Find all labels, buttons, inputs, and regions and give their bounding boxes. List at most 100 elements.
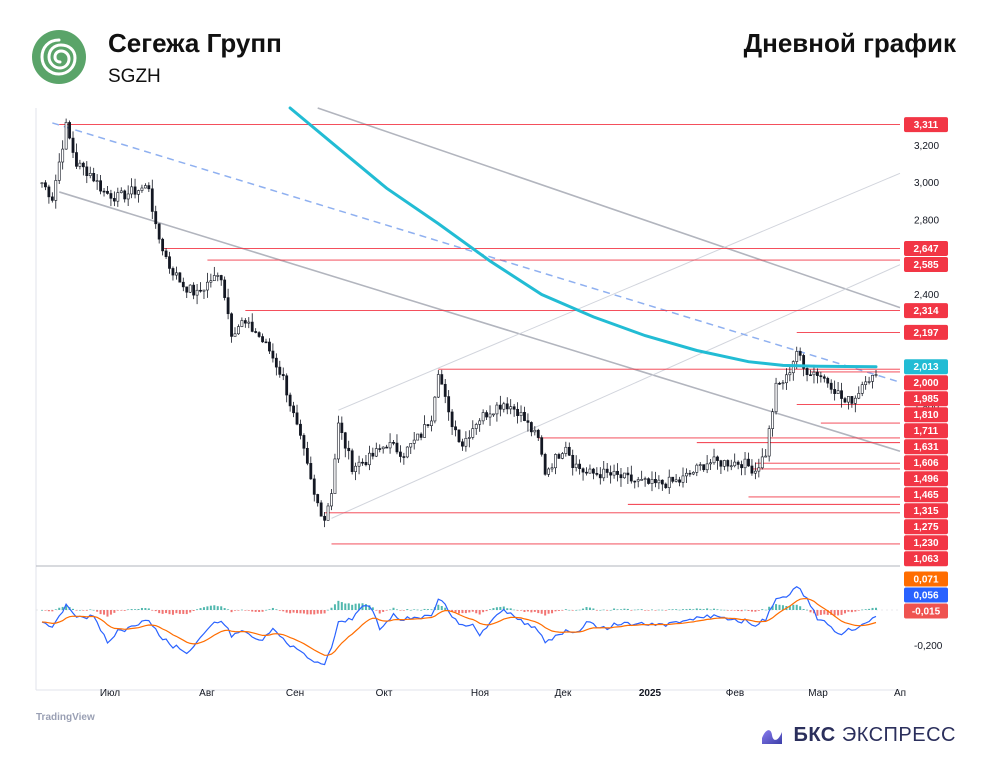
candle	[619, 468, 623, 487]
candle	[633, 480, 637, 489]
candle	[560, 452, 564, 460]
price-badge: 1,315	[904, 503, 948, 519]
price-badge-label: 2,585	[913, 260, 938, 271]
candle-body	[474, 424, 478, 429]
candle	[202, 289, 206, 299]
candle	[585, 467, 588, 476]
price-badge-label: 2,647	[913, 244, 938, 255]
candle-body	[616, 470, 619, 475]
price-badge: 2,585	[904, 256, 948, 272]
candle	[237, 324, 240, 335]
macd-histogram-bar	[192, 610, 195, 611]
candle	[185, 286, 189, 299]
macd-histogram-bar	[713, 608, 716, 610]
candle-body	[257, 332, 261, 337]
candle	[423, 415, 426, 438]
macd-histogram-bar	[292, 610, 295, 613]
candle	[819, 371, 823, 383]
candle-body	[595, 472, 599, 475]
candle-body	[202, 289, 206, 292]
macd-histogram-bar	[464, 610, 467, 614]
candle-body	[519, 411, 523, 416]
candle-body	[154, 211, 158, 225]
price-chart[interactable]: 3,2003,0002,8002,4002,0001,8001,0003,311…	[0, 100, 1000, 705]
candle	[871, 374, 874, 389]
candle-body	[833, 389, 837, 394]
candle-body	[626, 472, 630, 476]
candle	[130, 178, 134, 199]
price-badge: 1,230	[904, 535, 948, 551]
price-badge-bg	[904, 303, 948, 319]
candle	[733, 453, 737, 468]
candle-body	[605, 468, 609, 473]
macd-histogram-bar	[230, 610, 233, 613]
candle-body	[795, 351, 799, 362]
candle-body	[326, 505, 330, 521]
candle-body	[361, 461, 364, 464]
candle	[230, 312, 233, 343]
macd-histogram-bar	[795, 604, 798, 610]
candle-body	[623, 472, 626, 479]
candle-body	[709, 462, 712, 465]
candle-body	[281, 374, 285, 377]
macd-histogram-bar	[468, 610, 471, 613]
macd-badge: 0,071	[904, 571, 948, 587]
candle-body	[323, 515, 326, 521]
candle	[784, 368, 788, 390]
macd-histogram-bar	[526, 610, 529, 612]
candle-body	[195, 289, 199, 296]
candle	[836, 381, 840, 394]
price-badge: 1,985	[904, 391, 948, 407]
logo-circle	[32, 30, 86, 84]
macd-histogram-bar	[495, 607, 498, 610]
candle	[523, 406, 526, 422]
candle-body	[164, 250, 168, 257]
candle	[247, 317, 251, 329]
macd-histogram-bar	[685, 609, 688, 610]
candle-body	[392, 442, 395, 444]
candle	[805, 365, 809, 382]
candle	[564, 441, 568, 457]
candle	[333, 453, 337, 494]
candle-body	[492, 413, 495, 416]
candle-body	[106, 190, 109, 194]
candle-body	[423, 424, 426, 438]
macd-histogram-bar	[840, 610, 843, 615]
macd-histogram-bar	[640, 609, 643, 610]
macd-histogram-bar	[561, 610, 564, 611]
macd-histogram-bar	[761, 609, 764, 610]
candle-body	[505, 403, 509, 410]
candle-body	[695, 464, 699, 473]
price-badge-label: 1,465	[913, 490, 938, 501]
macd-histogram-bar	[606, 610, 609, 611]
x-tick-label: Авг	[199, 688, 215, 699]
candle	[209, 273, 213, 288]
candle-body	[867, 381, 871, 383]
macd-histogram-bar	[619, 609, 622, 610]
macd-histogram-bar	[551, 610, 554, 614]
candle-body	[230, 313, 233, 337]
candle	[853, 395, 857, 413]
candle	[543, 452, 547, 476]
macd-histogram-bar	[337, 600, 340, 610]
candle-body	[557, 454, 561, 459]
candle	[78, 159, 82, 170]
macd-histogram-bar	[65, 604, 68, 610]
candle	[443, 379, 447, 404]
macd-histogram-bar	[502, 606, 505, 610]
candle	[729, 459, 733, 471]
brand-part1: БКС	[793, 723, 836, 746]
macd-histogram-bar	[413, 609, 416, 610]
macd-histogram-bar	[58, 607, 61, 610]
candle-body	[481, 412, 485, 422]
macd-histogram-bar	[626, 608, 629, 610]
macd-histogram-bar	[340, 602, 343, 610]
macd-histogram-bar	[354, 603, 357, 610]
macd-histogram-bar	[737, 610, 740, 612]
macd-histogram-bar	[123, 610, 126, 611]
price-badge-label: 1,711	[914, 426, 939, 437]
candle-body	[853, 397, 857, 404]
candle-body	[588, 468, 592, 474]
candle	[767, 425, 771, 462]
candle	[219, 274, 223, 286]
